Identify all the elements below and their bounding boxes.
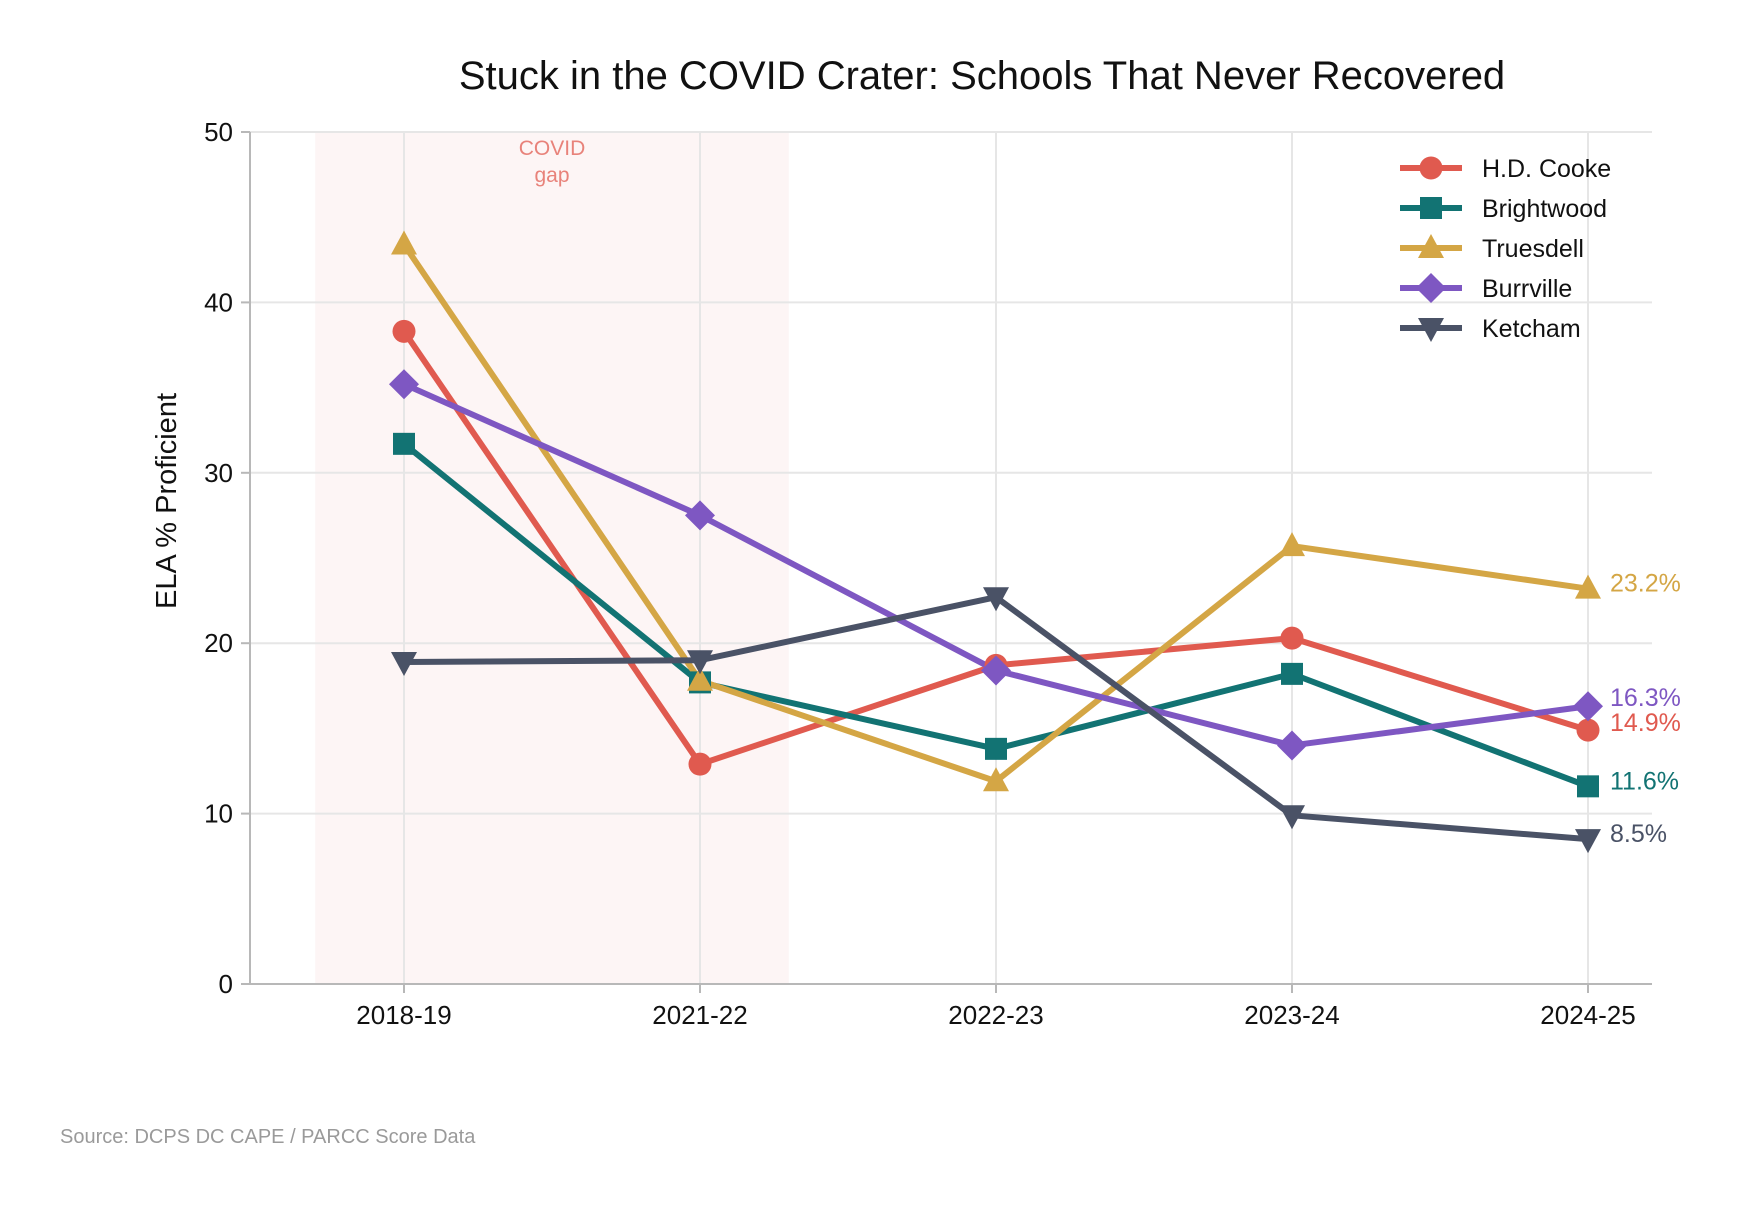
data-point-truesdell	[391, 230, 417, 255]
data-point-ketcham	[687, 650, 713, 675]
legend-marker-truesdell	[1418, 234, 1444, 258]
series-markers	[389, 230, 1603, 854]
data-point-h-d-cooke	[688, 752, 712, 776]
data-point-ketcham	[1279, 805, 1305, 830]
covid-gap-label-line1: COVID	[519, 137, 586, 160]
legend-marker-ketcham	[1418, 318, 1444, 342]
data-point-brightwood	[1281, 662, 1303, 685]
legend-marker-burrville	[1416, 273, 1446, 303]
legend-marker-brightwood	[1420, 197, 1442, 219]
x-tick-label: 2024-25	[1540, 1000, 1635, 1030]
data-point-ketcham	[391, 651, 417, 676]
data-point-truesdell	[983, 767, 1009, 792]
data-point-burrville	[1573, 691, 1603, 722]
end-label-truesdell: 23.2%	[1610, 570, 1681, 598]
x-tick-label: 2023-24	[1244, 1000, 1339, 1030]
end-label-brightwood: 11.6%	[1610, 767, 1679, 795]
legend-label-ketcham: Ketcham	[1482, 315, 1581, 343]
data-point-truesdell	[1279, 532, 1305, 557]
legend-label-truesdell: Truesdell	[1482, 235, 1584, 263]
y-axis-title: ELA % Proficient	[151, 393, 183, 609]
data-point-truesdell	[687, 666, 713, 691]
y-tick-label: 10	[204, 799, 233, 829]
data-point-brightwood	[393, 432, 415, 455]
legend-marker-h-d-cooke	[1419, 156, 1443, 180]
data-point-burrville	[981, 655, 1011, 686]
data-point-ketcham	[1575, 829, 1601, 854]
x-tick-label: 2021-22	[652, 1000, 747, 1030]
source-note: Source: DCPS DC CAPE / PARCC Score Data	[60, 1126, 476, 1148]
chart-title: Stuck in the COVID Crater: Schools That …	[459, 54, 1505, 98]
legend-label-burrville: Burrville	[1482, 275, 1572, 303]
data-point-h-d-cooke	[392, 319, 416, 343]
covid-gap-label-line2: gap	[534, 164, 569, 187]
y-tick-label: 0	[219, 969, 233, 999]
axes: 0 10 20 30 40 50 2018-19 2021-22 2022-23 2023-24 2…	[204, 117, 1652, 1030]
data-point-burrville	[1277, 730, 1307, 761]
x-tick-label: 2018-19	[356, 1000, 451, 1030]
covid-gap-shade	[315, 132, 789, 984]
covid-gap-region: COVID gap	[315, 132, 789, 984]
data-point-ketcham	[983, 587, 1009, 612]
y-tick-label: 40	[204, 287, 233, 317]
data-point-brightwood	[985, 737, 1007, 760]
data-point-burrville	[685, 500, 715, 531]
y-tick-label: 50	[204, 117, 233, 147]
data-point-brightwood	[1577, 775, 1599, 798]
legend-label-h-d-cooke: H.D. Cooke	[1482, 155, 1611, 183]
data-point-h-d-cooke	[1280, 626, 1304, 650]
data-point-h-d-cooke	[1576, 718, 1600, 742]
y-tick-label: 30	[204, 458, 233, 488]
data-point-burrville	[389, 369, 419, 400]
legend-label-brightwood: Brightwood	[1482, 195, 1607, 223]
end-label-h-d-cooke: 14.9%	[1610, 709, 1681, 737]
x-tick-label: 2022-23	[948, 1000, 1043, 1030]
data-point-truesdell	[1575, 574, 1601, 599]
end-label-burrville: 16.3%	[1610, 684, 1681, 712]
end-label-ketcham: 8.5%	[1610, 820, 1667, 848]
legend: H.D. Cooke Brightwood Truesdell Burrville Ke…	[1400, 155, 1611, 343]
end-labels: 14.9% 11.6% 23.2% 16.3% 8.5%	[1610, 570, 1681, 848]
y-tick-label: 20	[204, 628, 233, 658]
